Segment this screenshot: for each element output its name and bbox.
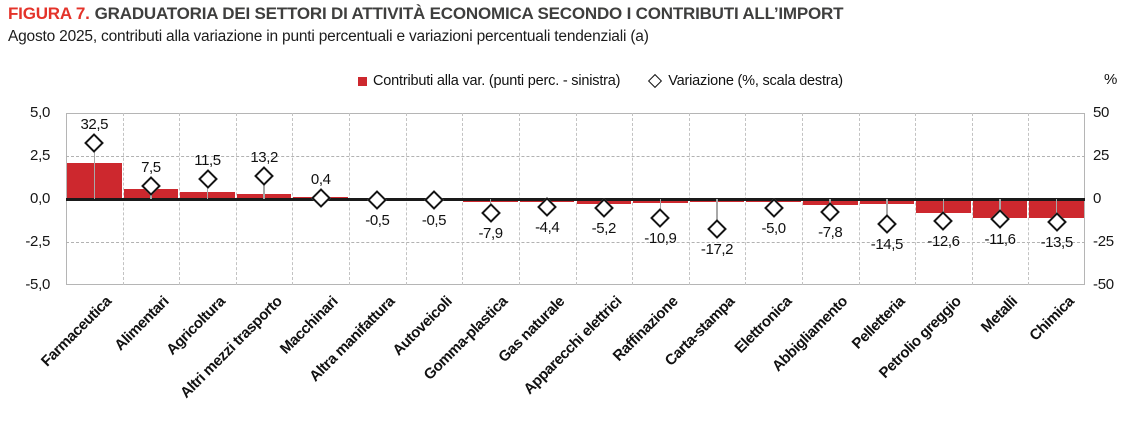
legend-label-contributi: Contributi alla var. (punti perc. - sini… [373, 73, 621, 89]
value-label: -5,0 [761, 219, 787, 237]
figure-title: FIGURA 7. GRADUATORIA DEI SETTORI DI ATTI… [8, 4, 843, 24]
right-axis-tick-label: 0 [1093, 190, 1102, 207]
marker-stem [942, 199, 945, 221]
value-label: -13,5 [1040, 234, 1074, 252]
value-label: -5,2 [591, 219, 617, 237]
value-label: -12,6 [927, 232, 960, 250]
left-axis-tick-label: -5,0 [25, 276, 50, 293]
value-label: 11,5 [194, 152, 221, 170]
marker-stem [999, 199, 1001, 219]
value-label: -4,4 [535, 218, 560, 236]
value-label: -11,6 [984, 230, 1016, 248]
left-axis-tick-label: 0,0 [30, 190, 50, 207]
value-label: 0,4 [310, 171, 331, 189]
zero-axis-line [66, 197, 1085, 201]
marker-stem [263, 176, 265, 199]
value-label: -7,9 [478, 224, 503, 242]
category-label-chimica: Chimica [1026, 293, 1078, 345]
right-axis-tick-label: -25 [1093, 233, 1114, 250]
marker-stem [886, 199, 888, 224]
left-axis-tick-label: -2,5 [25, 233, 50, 250]
category-label-farmaceutica: Farmaceutica [38, 293, 116, 371]
right-axis-tick-label: 50 [1093, 104, 1110, 121]
right-axis-tick-label: 25 [1093, 147, 1110, 164]
value-label: -17,2 [700, 240, 734, 258]
legend-item-variazione: Variazione (%, scala destra) [648, 73, 843, 89]
category-label-apparecchi-elettrici: Apparecchi elettrici [520, 293, 625, 398]
figure-label: FIGURA 7. [8, 4, 90, 23]
marker-stem [1055, 199, 1058, 223]
legend-item-contributi: Contributi alla var. (punti perc. - sini… [358, 73, 620, 89]
value-label: 32,5 [80, 116, 109, 134]
bar-swatch-icon [358, 76, 367, 86]
right-axis-tick-label: -50 [1093, 276, 1114, 293]
right-axis-unit-label: % [1104, 71, 1118, 88]
left-axis-tick-label: 5,0 [30, 104, 50, 121]
figure-subtitle: Agosto 2025, contributi alla variazione … [8, 28, 649, 45]
value-label: -7,8 [818, 224, 843, 242]
category-label-altri-mezzi-trasporto: Altri mezzi trasporto [176, 293, 286, 402]
chart-legend: Contributi alla var. (punti perc. - sini… [358, 73, 843, 89]
value-label: 13,2 [250, 149, 278, 167]
category-label-pelletteria: Pelletteria [848, 293, 908, 353]
value-label: 7,5 [141, 159, 161, 177]
value-label: -0,5 [365, 211, 390, 229]
figure-title-text: GRADUATORIA DEI SETTORI DI ATTIVITÀ ECON… [94, 4, 844, 23]
left-axis-tick-label: 2,5 [30, 147, 50, 164]
category-label-metalli: Metalli [978, 293, 1022, 337]
value-label: -14,5 [870, 235, 904, 253]
marker-stem [716, 199, 718, 229]
value-label: -10,9 [644, 229, 677, 247]
value-label: -0,5 [421, 211, 447, 229]
legend-label-variazione: Variazione (%, scala destra) [668, 73, 843, 89]
marker-stem [93, 143, 96, 199]
